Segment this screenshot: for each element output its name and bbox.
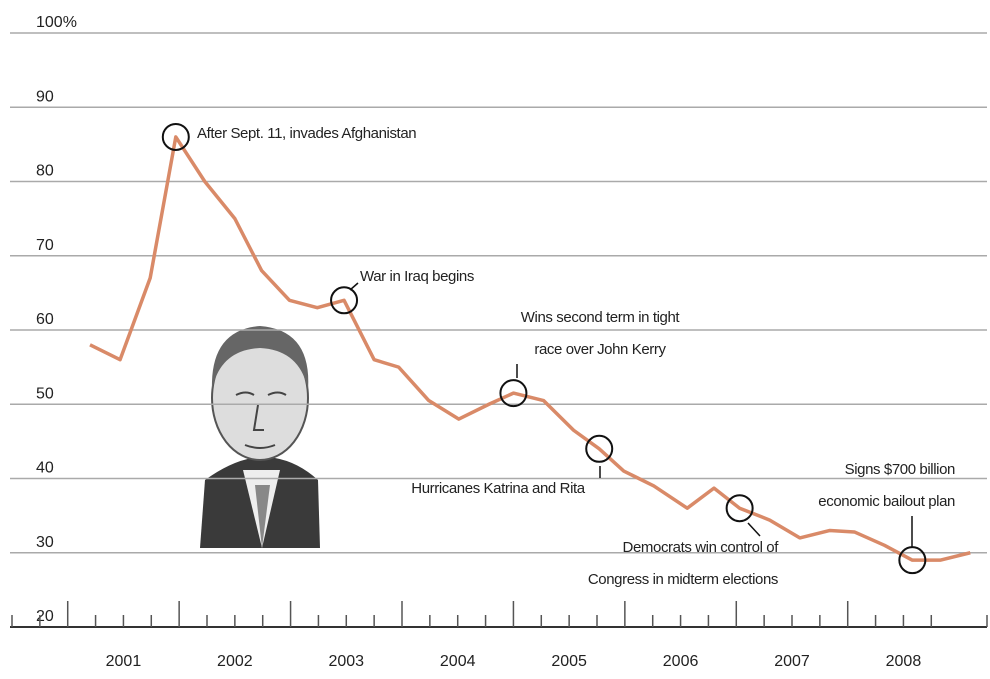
annotation-circle [330,286,359,315]
x-tick-label: 2003 [328,653,364,670]
annotation: Congress in midterm elections [588,571,778,588]
x-tick-label: 2002 [217,653,253,670]
y-tick-label: 60 [36,311,54,328]
y-tick-label: 100% [36,14,77,31]
annotation: After Sept. 11, invades Afghanistan [197,125,416,142]
annotation: Wins second term in tight [521,309,681,326]
annotation: race over John Kerry [534,341,666,358]
portrait [200,326,320,548]
annotation-circle [585,434,614,463]
x-tick-label: 2004 [440,653,476,670]
y-tick-label: 50 [36,385,54,402]
annotation: Democrats win control of [623,539,780,556]
y-tick-label: 40 [36,460,54,477]
annotation: Signs $700 billion [845,461,955,478]
x-tick-label: 2007 [774,653,810,670]
annotation-leader [747,522,761,537]
x-tick-label: 2005 [551,653,587,670]
annotation-circle [161,122,190,151]
annotation: Hurricanes Katrina and Rita [411,480,586,497]
x-tick-label: 2006 [663,653,699,670]
line [89,135,971,562]
y-tick-label: 70 [36,237,54,254]
y-tick-label: 90 [36,88,54,105]
y-tick-label: 30 [36,534,54,551]
x-tick-label: 2001 [106,653,142,670]
y-tick-label: 20 [36,608,54,625]
x-tick-label: 2008 [886,653,922,670]
annotation: War in Iraq begins [360,268,474,285]
annotation-circle [499,379,528,408]
annotation-leader [349,282,359,291]
annotation: economic bailout plan [818,493,955,510]
y-tick-label: 80 [36,163,54,180]
annotation-circle [725,494,754,523]
